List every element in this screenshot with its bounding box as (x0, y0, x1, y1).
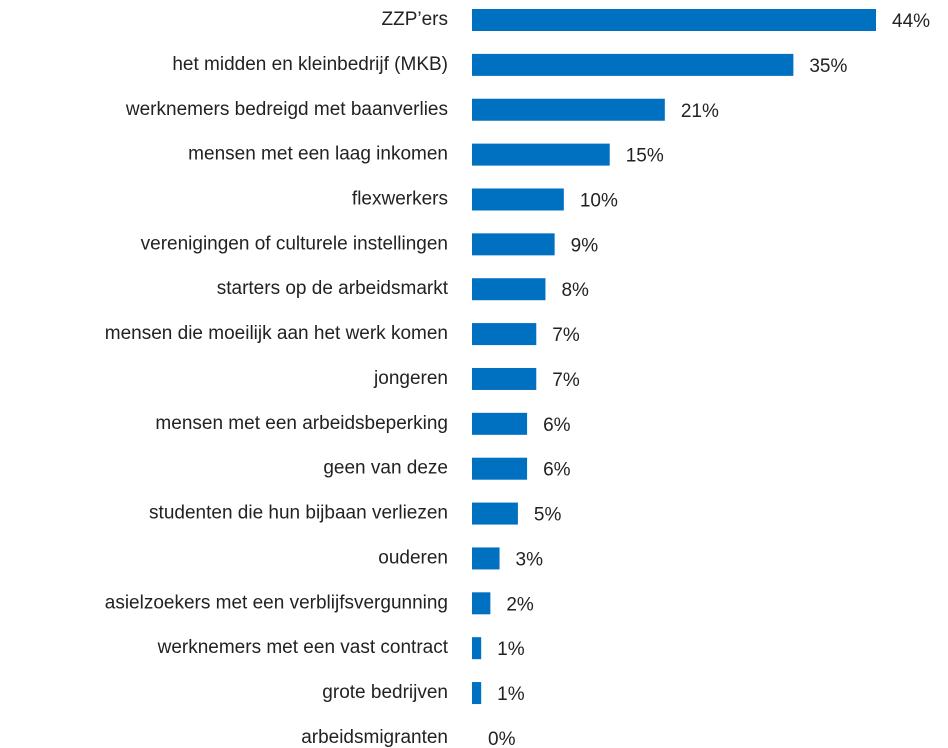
bar (472, 233, 555, 256)
bar (472, 457, 528, 480)
bar (472, 412, 528, 435)
category-label: het midden en kleinbedrijf (MKB) (172, 54, 448, 75)
bar (472, 323, 537, 346)
value-label: 7% (552, 370, 580, 391)
bar (472, 188, 564, 211)
category-label: asielzoekers met een verblijfsvergunning (105, 592, 448, 613)
value-label: 10% (580, 190, 618, 211)
value-label: 0% (488, 729, 516, 748)
bar (472, 53, 794, 76)
category-label: ouderen (378, 547, 448, 568)
category-label: werknemers met een vast contract (157, 637, 449, 658)
bar (472, 502, 518, 525)
bar (472, 9, 876, 31)
bar (472, 637, 482, 660)
category-label: jongeren (373, 368, 448, 389)
value-label: 6% (543, 415, 571, 436)
value-label: 6% (543, 460, 571, 481)
category-label: mensen met een arbeidsbeperking (155, 413, 448, 434)
bar (472, 682, 482, 705)
category-label: mensen die moeilijk aan het werk komen (105, 323, 448, 344)
value-label: 1% (497, 639, 525, 660)
value-label: 35% (809, 56, 847, 77)
value-label: 7% (552, 325, 580, 346)
category-label: werknemers bedreigd met baanverlies (125, 99, 448, 120)
value-label: 15% (626, 146, 664, 167)
category-label: verenigingen of culturele instellingen (141, 233, 448, 254)
category-label: mensen met een laag inkomen (188, 144, 448, 165)
value-label: 21% (681, 101, 719, 122)
bar (472, 98, 665, 121)
value-label: 44% (892, 11, 930, 32)
bar (472, 278, 546, 301)
category-label: geen van deze (323, 458, 448, 479)
category-label: starters op de arbeidsmarkt (217, 278, 449, 299)
value-label: 2% (506, 594, 534, 615)
value-label: 3% (516, 549, 544, 570)
category-label: ZZP’ers (382, 9, 449, 30)
bar (472, 143, 610, 166)
category-label: grote bedrijven (322, 682, 448, 703)
category-label: flexwerkers (352, 188, 448, 209)
category-label: arbeidsmigranten (301, 727, 448, 748)
value-label: 9% (571, 235, 599, 256)
bar (472, 547, 500, 570)
bar (472, 367, 537, 390)
value-label: 8% (561, 280, 589, 301)
value-label: 1% (497, 684, 525, 705)
value-label: 5% (534, 505, 562, 526)
bar (472, 592, 491, 615)
category-label: studenten die hun bijbaan verliezen (149, 503, 448, 524)
